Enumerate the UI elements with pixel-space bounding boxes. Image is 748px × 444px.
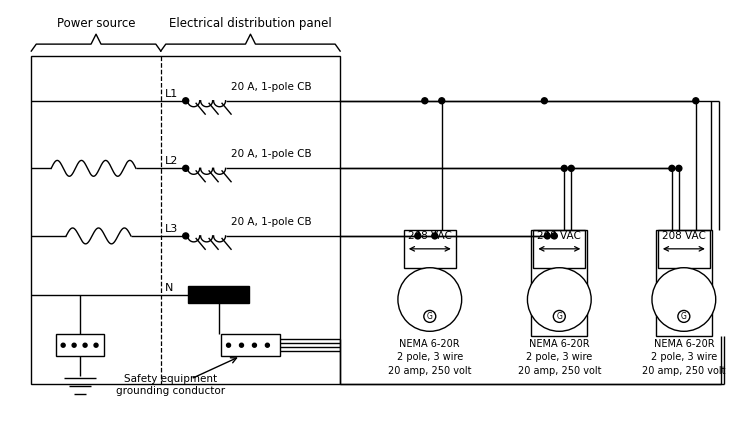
Circle shape	[61, 343, 65, 347]
Text: NEMA 6-20R
2 pole, 3 wire
20 amp, 250 volt: NEMA 6-20R 2 pole, 3 wire 20 amp, 250 vo…	[518, 339, 601, 376]
Text: Electrical distribution panel: Electrical distribution panel	[169, 17, 332, 30]
Text: 208 VAC: 208 VAC	[408, 231, 452, 241]
Text: 20 A, 1-pole CB: 20 A, 1-pole CB	[230, 82, 311, 92]
Circle shape	[398, 268, 462, 331]
Text: Power source: Power source	[57, 17, 135, 30]
Circle shape	[424, 310, 436, 322]
Circle shape	[72, 343, 76, 347]
Text: L1: L1	[165, 89, 178, 99]
Text: G: G	[427, 312, 433, 321]
Circle shape	[551, 233, 557, 239]
Text: N: N	[165, 282, 173, 293]
Circle shape	[415, 233, 421, 239]
Circle shape	[227, 343, 230, 347]
Text: 20 A, 1-pole CB: 20 A, 1-pole CB	[230, 217, 311, 227]
Text: G: G	[557, 312, 562, 321]
Bar	[542, 290, 548, 309]
Circle shape	[183, 98, 188, 104]
Text: G: G	[681, 312, 687, 321]
Text: 208 VAC: 208 VAC	[662, 231, 706, 241]
Bar	[31, 56, 340, 384]
Bar	[404, 230, 456, 268]
Circle shape	[422, 98, 428, 104]
Circle shape	[239, 343, 244, 347]
Circle shape	[183, 233, 188, 239]
Circle shape	[678, 310, 690, 322]
Text: L3: L3	[165, 224, 178, 234]
Text: NEMA 6-20R
2 pole, 3 wire
20 amp, 250 volt: NEMA 6-20R 2 pole, 3 wire 20 amp, 250 vo…	[388, 339, 471, 376]
Bar	[531, 230, 587, 336]
Circle shape	[253, 343, 257, 347]
Bar	[56, 334, 104, 356]
Circle shape	[266, 343, 269, 347]
Bar	[188, 285, 250, 304]
Bar	[533, 230, 585, 268]
Circle shape	[83, 343, 87, 347]
Circle shape	[568, 165, 574, 171]
Circle shape	[676, 165, 682, 171]
Text: 208 VAC: 208 VAC	[537, 231, 581, 241]
Circle shape	[439, 98, 445, 104]
Bar	[658, 230, 710, 268]
Circle shape	[693, 98, 699, 104]
Bar	[221, 334, 280, 356]
Text: NEMA 6-20R
2 pole, 3 wire
20 amp, 250 volt: NEMA 6-20R 2 pole, 3 wire 20 amp, 250 vo…	[642, 339, 726, 376]
Bar	[688, 294, 700, 305]
Bar	[413, 290, 419, 309]
Text: L2: L2	[165, 156, 178, 166]
Circle shape	[561, 165, 567, 171]
Circle shape	[554, 310, 565, 322]
Text: 20 A, 1-pole CB: 20 A, 1-pole CB	[230, 150, 311, 159]
Circle shape	[94, 343, 98, 347]
Bar	[563, 294, 575, 305]
Circle shape	[527, 268, 591, 331]
Bar	[656, 230, 712, 336]
Circle shape	[183, 165, 188, 171]
Bar	[667, 290, 673, 309]
Circle shape	[542, 98, 548, 104]
Circle shape	[669, 165, 675, 171]
Circle shape	[432, 233, 438, 239]
Circle shape	[545, 233, 551, 239]
Circle shape	[652, 268, 716, 331]
Text: Safety equipment
grounding conductor: Safety equipment grounding conductor	[116, 374, 225, 396]
Bar	[434, 294, 446, 305]
